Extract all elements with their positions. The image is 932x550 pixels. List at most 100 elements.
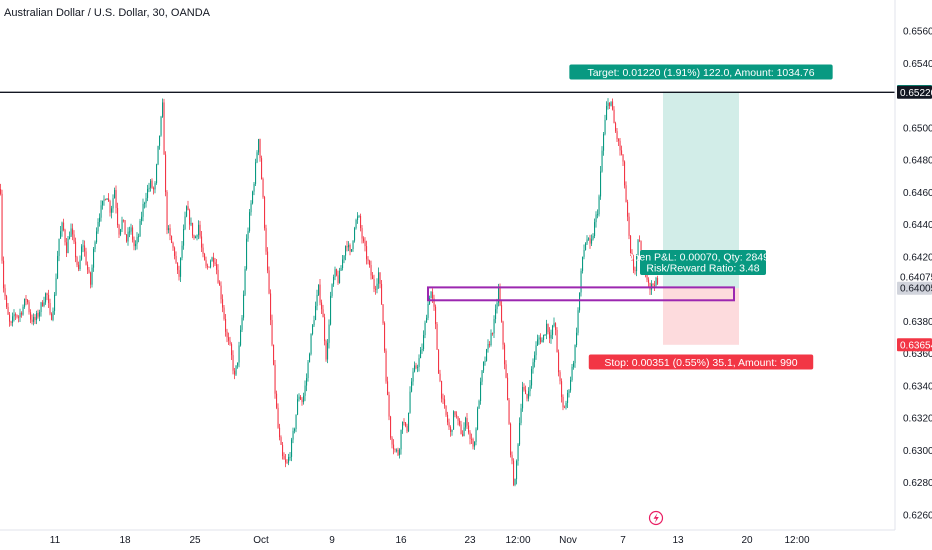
candle (148, 182, 150, 193)
candle (459, 418, 461, 427)
candle (159, 135, 161, 150)
svg-text:0.64075: 0.64075 (900, 272, 932, 283)
position-tool[interactable] (663, 91, 739, 345)
candle (538, 335, 540, 345)
candle (219, 280, 221, 286)
candle (217, 264, 219, 284)
candle (508, 397, 510, 425)
candle (312, 324, 314, 336)
candle (177, 262, 179, 275)
candle (60, 226, 62, 239)
x-tick-label: 11 (50, 535, 61, 546)
candle (27, 299, 29, 305)
candle (418, 354, 420, 372)
candle (577, 307, 579, 336)
candle (145, 192, 147, 208)
candle (600, 165, 602, 200)
candle (511, 451, 513, 465)
candle (66, 237, 68, 257)
candle (424, 320, 426, 339)
candle (118, 223, 120, 239)
candle (127, 227, 129, 246)
candle (190, 217, 192, 227)
candle (453, 410, 455, 430)
candle (321, 299, 323, 315)
candle (105, 198, 107, 201)
candle (397, 447, 399, 457)
candle (648, 277, 650, 287)
x-tick-label: Oct (253, 535, 269, 546)
support-zone-box[interactable] (427, 286, 735, 302)
candle (489, 341, 491, 348)
candle (628, 212, 630, 240)
candle (370, 260, 372, 280)
candle (187, 200, 189, 211)
candle (147, 184, 149, 202)
candle (409, 386, 411, 414)
candle (51, 312, 53, 321)
candle (346, 240, 348, 252)
x-tick-label: 25 (189, 535, 201, 546)
stop-label[interactable]: Stop: 0.00351 (0.55%) 35.1, Amount: 990 (588, 354, 814, 370)
candle (448, 418, 450, 431)
candle (411, 378, 413, 393)
candle (609, 102, 611, 109)
candle (444, 395, 446, 409)
candle (616, 127, 618, 142)
lightning-icon[interactable] (648, 510, 664, 526)
candle (15, 312, 17, 320)
candle (415, 362, 417, 370)
candle (388, 391, 390, 421)
overlays[interactable]: Target: 0.01220 (1.91%) 122.0, Amount: 1… (0, 64, 895, 526)
candle (169, 224, 171, 241)
candle (451, 429, 453, 436)
candle (229, 336, 231, 346)
candle (237, 362, 239, 369)
candle (225, 314, 227, 337)
candle (588, 237, 590, 241)
candle (184, 211, 186, 231)
candle (115, 185, 117, 214)
candle (112, 194, 114, 213)
candle (531, 366, 533, 389)
x-tick-label: 23 (464, 535, 476, 546)
candle (261, 155, 263, 180)
candle (220, 281, 222, 304)
candle (625, 181, 627, 203)
candle (613, 106, 615, 124)
candle (21, 311, 23, 318)
candle (534, 351, 536, 368)
candle (103, 195, 105, 206)
candle (61, 221, 63, 237)
candle (82, 239, 84, 253)
candle (619, 138, 621, 156)
candle (366, 240, 368, 265)
candle (214, 258, 216, 266)
candle (597, 209, 599, 219)
svg-text:0.64005: 0.64005 (900, 284, 932, 295)
target-label[interactable]: Target: 0.01220 (1.91%) 122.0, Amount: 1… (569, 64, 833, 80)
candle (151, 178, 153, 189)
candle (604, 114, 606, 136)
candle (255, 158, 257, 187)
candle (514, 478, 516, 487)
candle (7, 302, 9, 315)
candle (157, 145, 159, 166)
candle (652, 283, 654, 288)
candle (285, 453, 287, 468)
candle (484, 356, 486, 366)
candle (93, 246, 95, 272)
candle (307, 360, 309, 382)
candle (108, 193, 110, 202)
pnl-label[interactable]: Open P&L: 0.00070, Qty: 284900Risk/Rewar… (625, 250, 781, 275)
candle (4, 284, 6, 300)
candle (483, 361, 485, 373)
candle (181, 241, 183, 261)
candle (378, 267, 380, 289)
candle (228, 332, 230, 346)
candles (0, 98, 659, 487)
candle (541, 337, 543, 343)
